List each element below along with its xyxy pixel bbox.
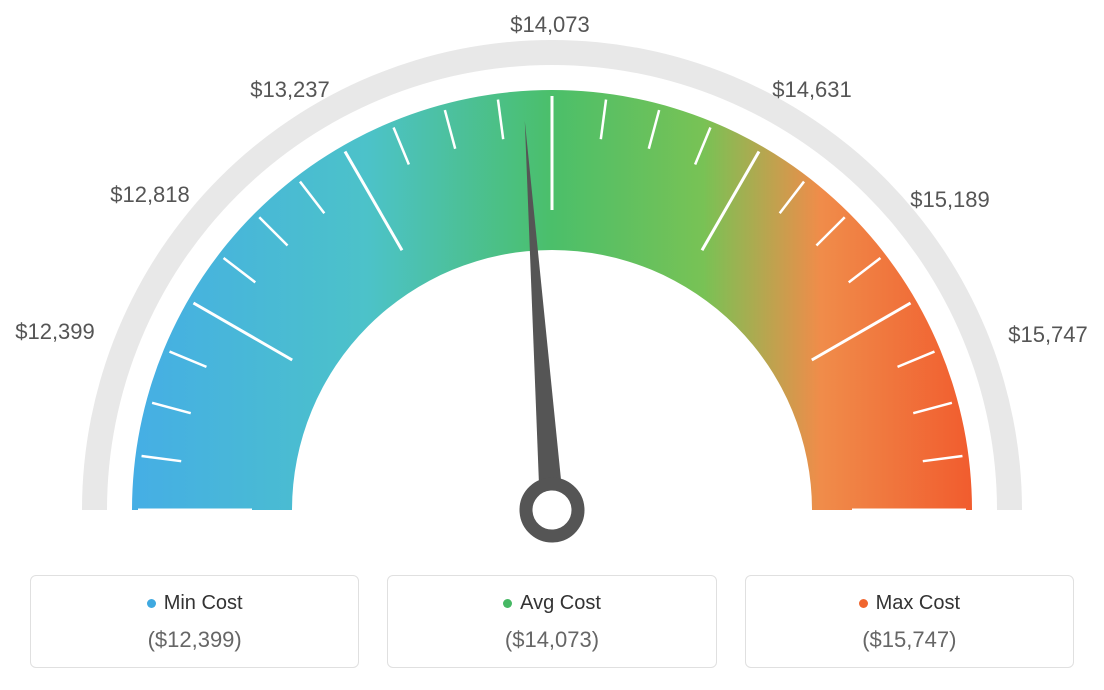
card-bullet-icon (859, 599, 868, 608)
gauge-area: $12,399 $12,818 $13,237 $14,073 $14,631 $15,1… (0, 0, 1104, 560)
card-value: ($14,073) (398, 627, 705, 653)
gauge-tick-label: $13,237 (250, 77, 330, 103)
summary-card: Max Cost ($15,747) (745, 575, 1074, 668)
card-value: ($12,399) (41, 627, 348, 653)
summary-card: Min Cost ($12,399) (30, 575, 359, 668)
card-bullet-icon (503, 599, 512, 608)
summary-card: Avg Cost ($14,073) (387, 575, 716, 668)
gauge-tick-label: $14,073 (510, 12, 590, 38)
card-title: Max Cost (756, 592, 1063, 615)
gauge-tick-label: $12,818 (110, 182, 190, 208)
gauge-tick-label: $15,189 (910, 187, 990, 213)
card-bullet-icon (147, 599, 156, 608)
card-title-text: Avg Cost (520, 592, 601, 614)
gauge-tick-label: $14,631 (772, 77, 852, 103)
summary-cards: Min Cost ($12,399) Avg Cost ($14,073) Max Co… (30, 575, 1074, 668)
card-value: ($15,747) (756, 627, 1063, 653)
card-title-text: Max Cost (876, 592, 960, 614)
gauge-svg (0, 0, 1104, 560)
gauge-tick-label: $15,747 (1008, 322, 1088, 348)
card-title-text: Min Cost (164, 592, 243, 614)
card-title: Avg Cost (398, 592, 705, 615)
gauge-tick-label: $12,399 (15, 319, 95, 345)
card-title: Min Cost (41, 592, 348, 615)
gauge-chart-container: $12,399 $12,818 $13,237 $14,073 $14,631 $15,1… (0, 0, 1104, 690)
